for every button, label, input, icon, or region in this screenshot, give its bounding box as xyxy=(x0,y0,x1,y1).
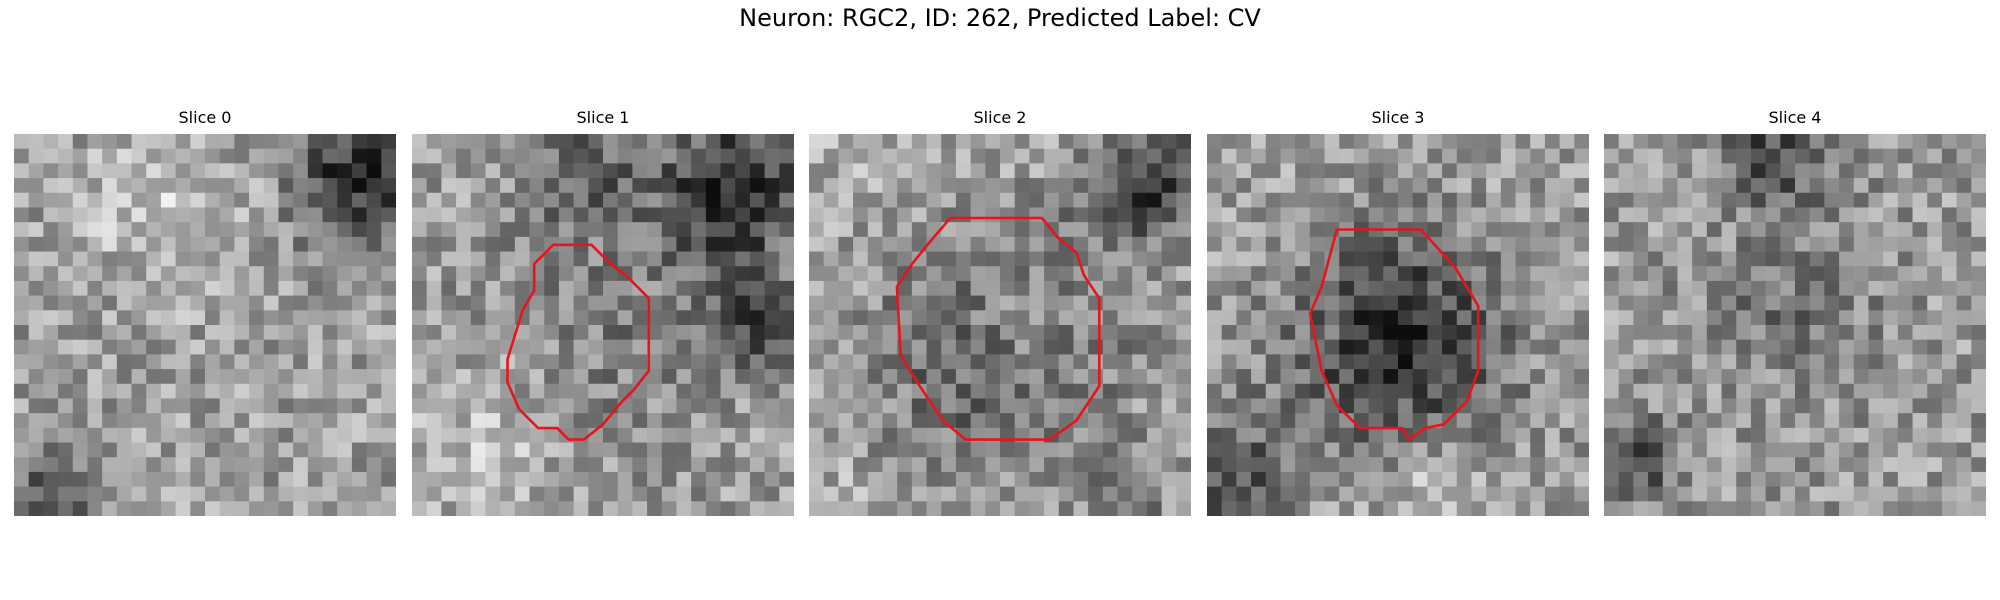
slice-image xyxy=(1604,134,1986,516)
panel-slice-4: Slice 4 xyxy=(1604,108,1986,516)
panel-title: Slice 4 xyxy=(1768,108,1822,127)
slice-image xyxy=(412,134,794,516)
slice-image xyxy=(14,134,396,516)
slice-image xyxy=(1207,134,1589,516)
neuron-contour xyxy=(506,243,651,441)
neuron-contour xyxy=(1308,228,1480,441)
slice-image xyxy=(809,134,1191,516)
panel-slice-0: Slice 0 xyxy=(14,108,396,516)
panel-title: Slice 1 xyxy=(576,108,630,127)
panel-slice-2: Slice 2 xyxy=(809,108,1191,516)
figure-title: Neuron: RGC2, ID: 262, Predicted Label: … xyxy=(739,4,1261,32)
neuron-contour xyxy=(895,216,1101,441)
panel-title: Slice 2 xyxy=(973,108,1027,127)
panel-slice-3: Slice 3 xyxy=(1207,108,1589,516)
panel-slice-1: Slice 1 xyxy=(412,108,794,516)
panel-title: Slice 0 xyxy=(178,108,232,127)
panel-title: Slice 3 xyxy=(1371,108,1425,127)
